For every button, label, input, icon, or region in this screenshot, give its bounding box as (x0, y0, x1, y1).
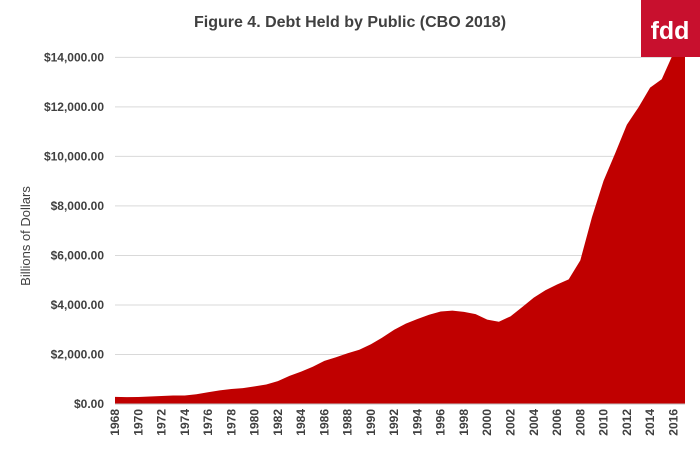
x-tick-label: 1996 (434, 409, 448, 436)
y-tick-label: $12,000.00 (44, 100, 104, 114)
x-tick-label: 1986 (317, 409, 331, 436)
y-tick-label: $14,000.00 (44, 50, 104, 64)
debt-area-series (115, 40, 685, 404)
plot-area (115, 40, 685, 404)
x-tick-label: 1978 (224, 409, 238, 436)
y-tick-label: $2,000.00 (51, 347, 105, 361)
x-tick-label: 2004 (527, 409, 541, 436)
chart-title: Figure 4. Debt Held by Public (CBO 2018) (194, 14, 506, 31)
x-tick-label: 2010 (597, 409, 611, 436)
y-tick-label: $6,000.00 (51, 248, 105, 262)
x-tick-label: 1980 (248, 409, 262, 436)
x-tick-label: 1998 (457, 409, 471, 436)
x-tick-label: 1968 (108, 409, 122, 436)
x-axis-ticks: 1968 1970 1972 1974 1976 1978 1980 1982 1984 1986… (108, 409, 680, 436)
x-tick-label: 1984 (294, 409, 308, 436)
x-tick-label: 2012 (620, 409, 634, 436)
x-tick-label: 2016 (666, 409, 680, 436)
x-tick-label: 2014 (643, 409, 657, 436)
x-tick-label: 1976 (201, 409, 215, 436)
x-tick-label: 1994 (410, 409, 424, 436)
x-tick-label: 1974 (178, 409, 192, 436)
x-tick-label: 2006 (550, 409, 564, 436)
gridlines (115, 56, 685, 355)
x-tick-label: 1988 (341, 409, 355, 436)
x-tick-label: 1992 (387, 409, 401, 436)
x-tick-label: 1990 (364, 409, 378, 436)
x-tick-label: 1982 (271, 409, 285, 436)
x-tick-label: 2002 (504, 409, 518, 436)
y-tick-label: $10,000.00 (44, 149, 104, 163)
fdd-logo: fdd (641, 0, 700, 57)
x-tick-label: 2000 (480, 409, 494, 436)
y-tick-label: $0.00 (74, 397, 104, 411)
logo-background (641, 0, 700, 57)
logo-text: fdd (651, 17, 690, 45)
x-tick-label: 1972 (155, 409, 169, 436)
x-tick-label: 1970 (131, 409, 145, 436)
x-tick-label: 2008 (573, 409, 587, 436)
y-axis-ticks: $0.00 $2,000.00 $4,000.00 $6,000.00 $8,000.0… (44, 50, 104, 411)
y-tick-label: $8,000.00 (51, 199, 105, 213)
y-axis-label: Billions of Dollars (18, 186, 33, 286)
y-tick-label: $4,000.00 (51, 298, 105, 312)
